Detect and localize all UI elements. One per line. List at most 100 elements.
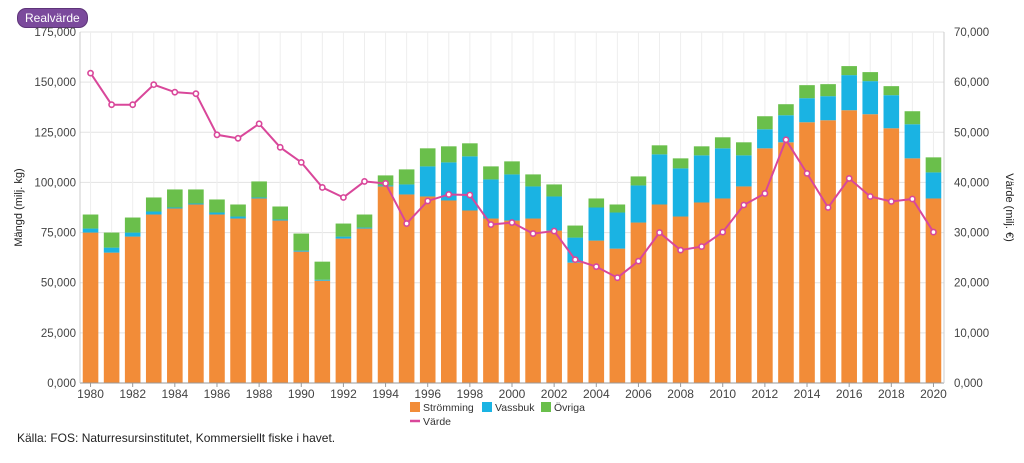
bar-ovriga — [230, 204, 246, 217]
bar-vassbuk — [103, 247, 120, 253]
varde-point — [550, 227, 558, 235]
bar-ovriga — [314, 261, 331, 280]
legend-label: Värde — [423, 416, 451, 428]
bar-ovriga — [693, 146, 710, 156]
bar-vassbuk — [883, 95, 900, 129]
bar-ovriga — [757, 116, 773, 130]
x-tick-label: 1982 — [119, 387, 146, 401]
bar-stromming — [82, 232, 99, 383]
y-axis-title: Mängd (milj. kg) — [13, 168, 25, 246]
bar-vassbuk — [757, 129, 773, 149]
varde-point — [276, 143, 284, 151]
varde-point — [803, 170, 811, 177]
bar-vassbuk — [862, 81, 879, 115]
bar-stromming — [546, 230, 562, 383]
varde-point — [340, 194, 347, 201]
bar-vassbuk — [440, 162, 457, 201]
varde-point — [129, 101, 137, 109]
x-tick-label: 2002 — [541, 387, 568, 401]
bar-vassbuk — [230, 216, 246, 219]
bar-ovriga — [504, 161, 520, 175]
legend: Strömming Vassbuk Övriga Värde — [410, 402, 585, 428]
bar-stromming — [188, 204, 204, 383]
varde-point — [234, 134, 242, 142]
y2-tick-label: 20,000 — [954, 278, 989, 290]
varde-point — [87, 69, 94, 77]
bar-stromming — [778, 142, 794, 383]
legend-swatch — [541, 402, 551, 412]
varde-point — [297, 158, 305, 166]
bar-vassbuk — [209, 212, 225, 215]
bar-vassbuk — [799, 98, 815, 123]
bar-stromming — [293, 251, 310, 383]
bar-stromming — [504, 220, 520, 383]
bar-stromming — [335, 238, 352, 383]
bar-ovriga — [335, 223, 352, 237]
bar-ovriga — [546, 184, 562, 197]
legend-label: Övriga — [554, 402, 585, 414]
bar-ovriga — [356, 214, 373, 228]
varde-point — [424, 197, 432, 205]
bar-stromming — [651, 204, 668, 383]
y2-tick-label: 50,000 — [954, 127, 989, 139]
varde-point — [845, 175, 853, 182]
x-tick-label: 1996 — [414, 387, 441, 401]
bar-stromming — [757, 148, 773, 383]
bar-vassbuk — [736, 155, 752, 187]
y-tick-label: 150,000 — [34, 77, 76, 89]
bar-stromming — [167, 208, 183, 383]
x-tick-label: 1988 — [246, 387, 273, 401]
legend-swatch — [482, 402, 492, 412]
bar-stromming — [251, 198, 267, 383]
varde-point — [613, 274, 621, 282]
y2-axis-title: Värde (milj. €) — [1003, 173, 1015, 241]
bar-vassbuk — [356, 227, 373, 229]
bar-vassbuk — [335, 236, 352, 239]
bar-ovriga — [736, 142, 752, 156]
bar-vassbuk — [504, 174, 520, 221]
line-series — [87, 69, 937, 282]
bar-ovriga — [820, 84, 836, 97]
varde-point — [192, 90, 200, 98]
realvarde-badge[interactable]: Realvärde — [17, 8, 88, 28]
legend-stromming: Strömming — [410, 402, 474, 414]
x-tick-label: 2018 — [878, 387, 905, 401]
bar-ovriga — [293, 233, 310, 251]
bar-vassbuk — [124, 232, 141, 237]
bar-stromming — [883, 128, 900, 383]
bar-ovriga — [567, 225, 584, 238]
legend-label: Strömming — [423, 402, 474, 414]
varde-point — [382, 180, 389, 187]
bar-ovriga — [82, 214, 99, 229]
bar-vassbuk — [167, 207, 183, 209]
bar-series — [82, 66, 942, 384]
x-tick-label: 2012 — [752, 387, 779, 401]
varde-point — [318, 184, 326, 191]
bar-stromming — [925, 198, 942, 383]
bar-ovriga — [883, 86, 900, 96]
bar-stromming — [820, 120, 836, 383]
varde-point — [824, 204, 832, 211]
varde-point — [887, 198, 895, 205]
varde-point — [255, 120, 263, 128]
bar-vassbuk — [714, 148, 731, 199]
varde-point — [761, 190, 769, 197]
bar-vassbuk — [630, 185, 647, 223]
bar-ovriga — [630, 176, 647, 186]
y2-tick-label: 40,000 — [954, 177, 989, 189]
source-note: Källa: FOS: Naturresursinstitutet, Komme… — [17, 431, 336, 445]
axes: 0,000 0,000 25,000 10,000 50,000 20,000 75,000… — [13, 27, 1015, 401]
bar-stromming — [483, 218, 499, 383]
bar-vassbuk — [904, 124, 921, 159]
varde-point — [150, 81, 158, 89]
bar-ovriga — [799, 85, 815, 99]
x-tick-label: 1994 — [372, 387, 399, 401]
bar-ovriga — [841, 66, 857, 76]
bar-ovriga — [145, 197, 162, 212]
bar-vassbuk — [398, 184, 415, 195]
bar-vassbuk — [925, 172, 942, 199]
bar-vassbuk — [841, 75, 857, 111]
varde-point — [866, 193, 874, 200]
varde-point — [466, 191, 474, 199]
bar-ovriga — [167, 189, 183, 208]
